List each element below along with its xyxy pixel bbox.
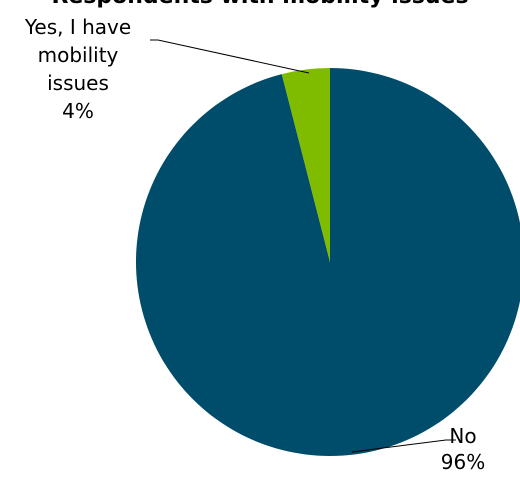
chart-title: Respondents with mobility issues bbox=[0, 0, 520, 9]
slice-label-0-line-0: No bbox=[449, 424, 476, 448]
slice-label-1-line-0: Yes, I have bbox=[24, 15, 131, 39]
slice-label-0: No 96% bbox=[441, 424, 485, 474]
slice-label-1-line-3: 4% bbox=[62, 99, 94, 123]
slice-label-0-line-1: 96% bbox=[441, 450, 485, 474]
slice-label-1: Yes, I have mobility issues 4% bbox=[24, 15, 131, 123]
leader-line-0 bbox=[351, 439, 456, 453]
slice-label-1-line-1: mobility bbox=[38, 43, 119, 67]
pie-slice-0 bbox=[135, 68, 520, 456]
leader-line-1 bbox=[150, 39, 310, 74]
pie-slice-1 bbox=[281, 68, 330, 262]
slice-label-1-line-2: issues bbox=[47, 71, 109, 95]
chart-title-area: Respondents with mobility issues bbox=[0, 0, 520, 12]
